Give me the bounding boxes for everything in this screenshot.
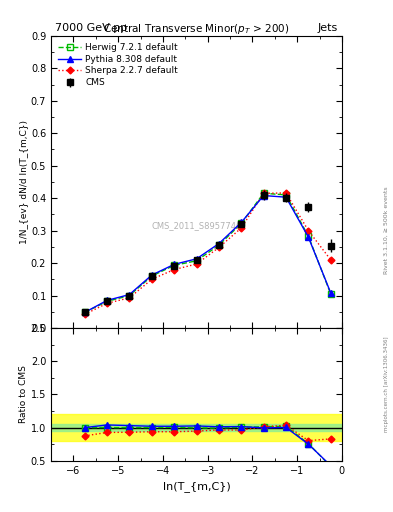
Pythia 8.308 default [194,256,199,262]
Line: Pythia 8.308 default: Pythia 8.308 default [82,193,334,315]
Text: mcplots.cern.ch [arXiv:1306.3436]: mcplots.cern.ch [arXiv:1306.3436] [384,336,389,432]
Sherpa 2.2.7 default [306,227,311,233]
Sherpa 2.2.7 default [261,190,266,197]
Sherpa 2.2.7 default [329,257,333,263]
Herwig 7.2.1 default [217,242,221,248]
Herwig 7.2.1 default [329,291,333,297]
Herwig 7.2.1 default [127,292,132,298]
Herwig 7.2.1 default [172,262,176,268]
Pythia 8.308 default [82,309,87,315]
Y-axis label: Ratio to CMS: Ratio to CMS [19,366,28,423]
Sherpa 2.2.7 default [127,295,132,301]
Pythia 8.308 default [105,297,109,304]
Pythia 8.308 default [284,194,288,200]
Herwig 7.2.1 default [239,220,244,226]
Herwig 7.2.1 default [149,273,154,279]
Herwig 7.2.1 default [194,258,199,264]
Text: Jets: Jets [318,23,338,33]
Pythia 8.308 default [239,220,244,226]
Pythia 8.308 default [217,241,221,247]
Sherpa 2.2.7 default [194,261,199,267]
Text: Rivet 3.1.10, ≥ 500k events: Rivet 3.1.10, ≥ 500k events [384,186,389,274]
Y-axis label: 1/N_{ev} dN/d ln(T_{m,C}): 1/N_{ev} dN/d ln(T_{m,C}) [19,120,28,244]
Herwig 7.2.1 default [284,192,288,198]
Sherpa 2.2.7 default [284,190,288,196]
Herwig 7.2.1 default [82,309,87,315]
Sherpa 2.2.7 default [172,266,176,272]
Bar [51,414,342,441]
Pythia 8.308 default [261,193,266,199]
Legend: Herwig 7.2.1 default, Pythia 8.308 default, Sherpa 2.2.7 default, CMS: Herwig 7.2.1 default, Pythia 8.308 defau… [55,40,181,90]
Herwig 7.2.1 default [306,233,311,239]
Line: Herwig 7.2.1 default: Herwig 7.2.1 default [82,190,334,315]
Title: Central Transverse Minor$(p_{\mathit{T}}$ > 200): Central Transverse Minor$(p_{\mathit{T}}… [103,22,290,36]
Pythia 8.308 default [329,290,333,296]
Bar [51,424,342,431]
Sherpa 2.2.7 default [149,276,154,283]
Text: 7000 GeV pp: 7000 GeV pp [55,23,127,33]
Sherpa 2.2.7 default [105,300,109,306]
Pythia 8.308 default [149,272,154,278]
Herwig 7.2.1 default [261,190,266,197]
Sherpa 2.2.7 default [239,225,244,231]
X-axis label: ln(T_{m,C}): ln(T_{m,C}) [163,481,230,492]
Text: CMS_2011_S8957746: CMS_2011_S8957746 [151,221,242,230]
Pythia 8.308 default [306,234,311,240]
Pythia 8.308 default [172,261,176,267]
Sherpa 2.2.7 default [82,311,87,317]
Sherpa 2.2.7 default [217,244,221,250]
Herwig 7.2.1 default [105,298,109,305]
Pythia 8.308 default [127,291,132,297]
Line: Sherpa 2.2.7 default: Sherpa 2.2.7 default [82,190,333,317]
